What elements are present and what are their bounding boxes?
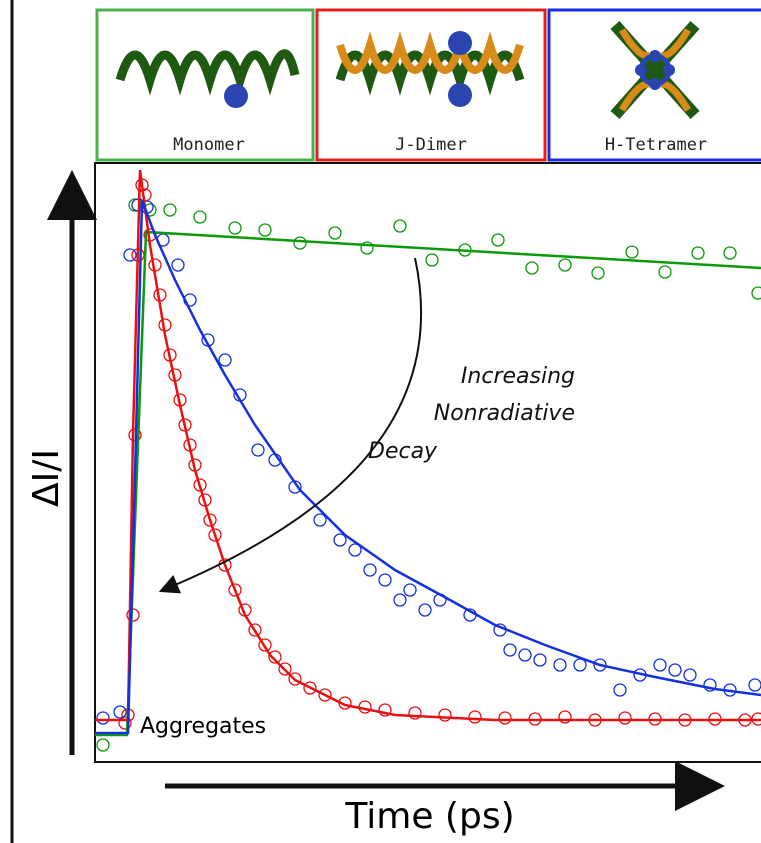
data-point <box>293 236 307 250</box>
data-point <box>113 705 127 719</box>
x-axis-label: Time (ps) <box>344 796 514 837</box>
data-point <box>318 688 332 702</box>
data-point <box>618 711 632 725</box>
tetramer-icon <box>610 21 700 119</box>
data-point <box>748 678 761 692</box>
data-point <box>348 543 362 557</box>
data-point <box>96 711 110 725</box>
data-point <box>288 672 302 686</box>
data-point <box>228 221 242 235</box>
data-point <box>408 706 422 720</box>
data-point <box>613 683 627 697</box>
data-point <box>393 593 407 607</box>
dimer-icon <box>335 31 525 107</box>
data-point <box>653 658 667 672</box>
panel-label: Monomer <box>173 135 245 155</box>
data-point <box>498 711 512 725</box>
annotation: Nonradiative <box>434 401 575 426</box>
data-point <box>258 223 272 237</box>
monomer-icon <box>115 49 300 108</box>
data-point <box>218 353 232 367</box>
data-point <box>123 248 137 262</box>
y-axis-label: ΔI/I <box>26 449 67 507</box>
annotation: Aggregates <box>140 714 266 739</box>
plot-area <box>95 169 761 752</box>
data-point <box>251 443 265 457</box>
data-point <box>683 668 697 682</box>
data-point <box>208 528 222 542</box>
fit-line <box>95 230 761 737</box>
data-point <box>723 246 737 260</box>
data-point <box>378 573 392 587</box>
data-point <box>268 650 282 664</box>
data-point <box>593 658 607 672</box>
decay-arrow <box>158 257 423 594</box>
annotation: Increasing <box>461 364 575 389</box>
data-point <box>491 233 505 247</box>
data-point <box>360 241 374 255</box>
data-point <box>303 681 317 695</box>
data-point <box>378 703 392 717</box>
data-point <box>503 643 517 657</box>
data-point <box>328 226 342 240</box>
data-point <box>363 563 377 577</box>
panel-label: H-Tetramer <box>605 135 707 155</box>
data-point <box>203 513 217 527</box>
plot-frame <box>94 162 761 763</box>
data-point <box>96 738 110 752</box>
data-point <box>691 246 705 260</box>
data-point <box>248 623 262 637</box>
data-point <box>518 648 532 662</box>
data-point <box>258 638 272 652</box>
panel-label: J-Dimer <box>395 135 467 155</box>
data-point <box>403 583 417 597</box>
data-point <box>703 678 717 692</box>
data-point <box>143 203 157 217</box>
data-point <box>193 210 207 224</box>
data-point <box>668 663 682 677</box>
data-point <box>393 219 407 233</box>
fit-line <box>95 199 761 735</box>
data-point <box>558 710 572 724</box>
data-point <box>553 658 567 672</box>
data-point <box>573 658 587 672</box>
annotation: Decay <box>368 439 438 464</box>
data-point <box>171 258 185 272</box>
data-point <box>418 603 432 617</box>
fit-line <box>95 169 761 722</box>
data-point <box>591 266 605 280</box>
data-point <box>333 533 347 547</box>
data-point <box>228 583 242 597</box>
data-point <box>425 253 439 267</box>
monomer-panel <box>95 8 315 162</box>
data-point <box>625 245 639 259</box>
data-point <box>658 265 672 279</box>
data-point <box>278 662 292 676</box>
data-point <box>525 261 539 275</box>
data-point <box>313 513 327 527</box>
data-point <box>118 716 132 730</box>
data-point <box>558 258 572 272</box>
data-point <box>533 653 547 667</box>
data-point <box>163 203 177 217</box>
data-point <box>751 286 761 300</box>
data-point <box>468 710 482 724</box>
data-point <box>438 708 452 722</box>
